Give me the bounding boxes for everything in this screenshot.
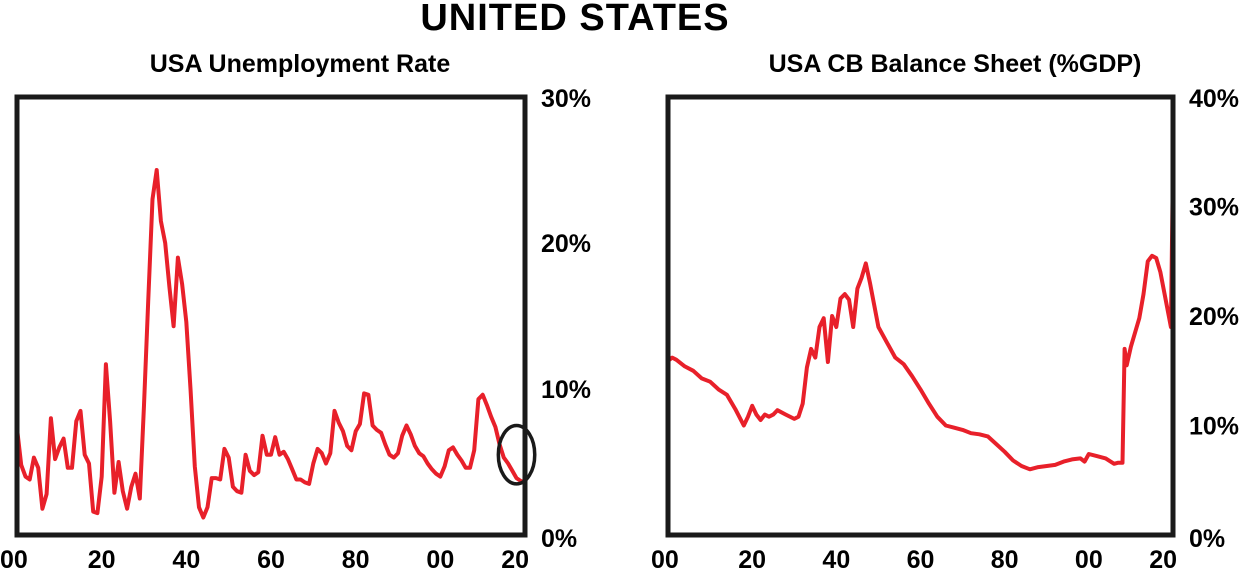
y-tick-label: 30% [1189,194,1239,222]
plot-frame [665,94,1176,538]
figure-title: UNITED STATES [420,0,729,39]
y-tick-label: 10% [1189,413,1239,441]
chart-1: USA Unemployment Rate 0% 10% 20% 30% 00 20 40 60… [0,50,591,571]
x-tick-label: 20 [88,546,116,571]
y-tick-label: 0% [1189,525,1225,553]
y-tick-label: 20% [1189,303,1239,331]
x-tick-label: 80 [991,546,1019,571]
chart-title: USA Unemployment Rate [150,50,451,78]
x-tick-label: 80 [342,546,370,571]
y-tick-label: 30% [541,85,591,113]
highlight-ellipse [496,423,537,486]
x-tick-label: 40 [172,546,200,571]
y-tick-label: 20% [541,230,591,258]
x-tick-label: 20 [501,546,529,571]
x-tick-label: 60 [257,546,285,571]
chart-title: USA CB Balance Sheet (%GDP) [769,50,1142,78]
y-tick-label: 0% [541,525,577,553]
x-tick-label: 40 [822,546,850,571]
x-tick-label: 60 [907,546,935,571]
x-tick-label: 20 [1149,546,1177,571]
x-tick-label: 00 [651,546,679,571]
x-tick-label: 00 [426,546,454,571]
x-tick-label: 00 [1075,546,1103,571]
x-tick-label: 20 [738,546,766,571]
y-tick-label: 10% [541,376,591,404]
series-line [17,168,525,520]
plot-frame [14,94,528,538]
y-tick-label: 40% [1189,85,1239,113]
chart-2: USA CB Balance Sheet (%GDP) 0% 10% 20% 30% 40… [651,50,1239,571]
series-line [668,160,1173,472]
x-tick-label: 00 [0,546,28,571]
